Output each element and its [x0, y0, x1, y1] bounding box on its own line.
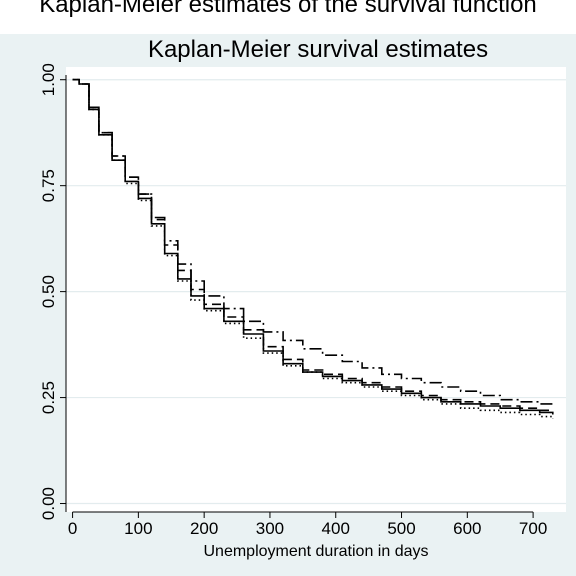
x-tick-label: 300: [256, 519, 284, 538]
series-line-dashed: [72, 78, 553, 412]
y-tick-label: 0.25: [39, 381, 58, 414]
y-tick-label: 0.75: [39, 169, 58, 202]
x-tick-label: 600: [453, 519, 481, 538]
x-tick-label: 100: [124, 519, 152, 538]
x-axis-label: Unemployment duration in days: [203, 543, 428, 560]
axes: [60, 75, 534, 518]
series-lines: [72, 78, 554, 419]
series-line-dashdot: [72, 78, 554, 406]
x-tick-label: 700: [519, 519, 547, 538]
grid-lines: [66, 79, 566, 505]
y-tick-label: 0.50: [39, 275, 58, 308]
cropped-caption: Kaplan-Meier estimates of the survival f…: [39, 0, 537, 18]
x-tick-label: 0: [68, 519, 77, 538]
x-tick-label: 400: [322, 519, 350, 538]
x-tick-label: 200: [190, 519, 218, 538]
chart-title: Kaplan-Meier survival estimates: [148, 36, 488, 63]
y-tick-label: 1.00: [39, 63, 58, 96]
plot-area: [66, 67, 566, 512]
y-tick-label: 0.00: [39, 487, 58, 520]
x-tick-label: 500: [387, 519, 415, 538]
tick-labels: 0.00 0.25 0.50 0.75 1.00 0 100 200 300 400 500 600 7…: [39, 63, 547, 538]
